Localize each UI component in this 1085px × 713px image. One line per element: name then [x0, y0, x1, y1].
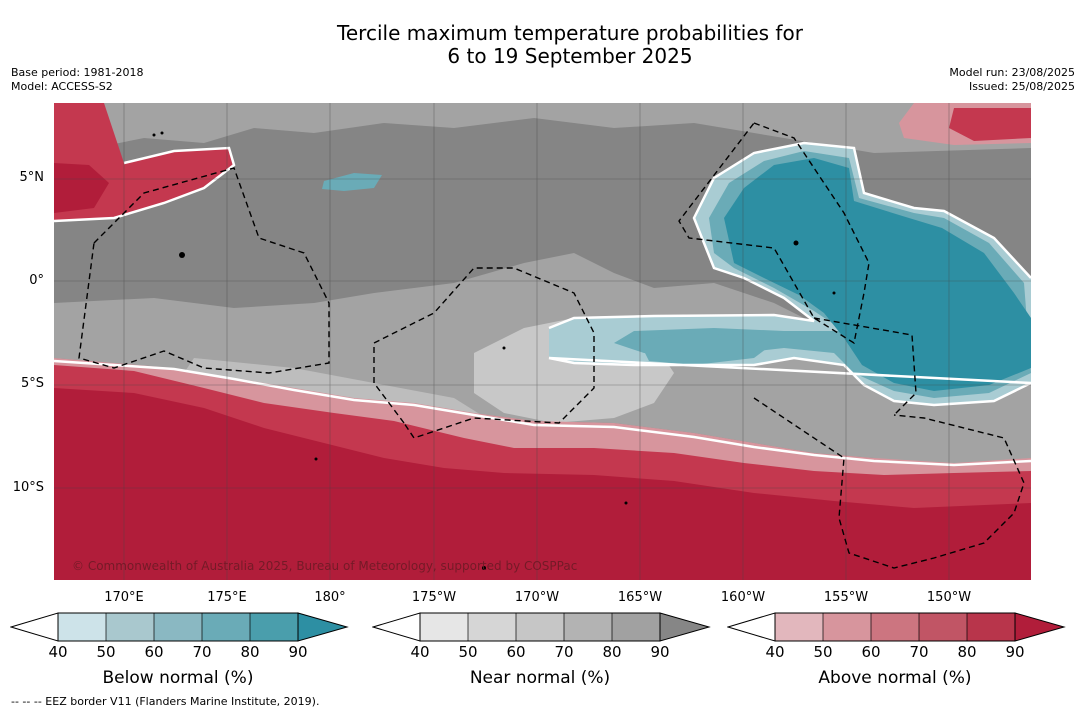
- contour-north-west: [54, 146, 236, 223]
- eez-border-southeast: [753, 397, 1025, 569]
- near-tick-50: 50: [458, 643, 478, 661]
- colorbar-near-over-arrow: [659, 612, 711, 642]
- meta-right: Model run: 23/08/2025 Issued: 25/08/2025: [949, 66, 1075, 94]
- above-normal-ne-mid: [949, 108, 1031, 141]
- lon-label-175e: 175°E: [207, 590, 247, 605]
- colorbar-below-bin-80: [250, 613, 298, 641]
- above-tick-90: 90: [1005, 643, 1025, 661]
- model-name: Model: ACCESS-S2: [11, 80, 113, 93]
- below-normal-west-patch: [639, 333, 774, 365]
- colorbar-below-bin-50: [106, 613, 154, 641]
- colorbar-near-under-arrow: [372, 612, 421, 642]
- below-tick-80: 80: [240, 643, 260, 661]
- below-normal-label: Below normal (%): [102, 668, 254, 688]
- lat-label-5s: 5°S: [20, 376, 44, 391]
- contour-south: [54, 359, 1031, 467]
- eez-borders: [78, 122, 1025, 569]
- colorbar-near-bin-80: [612, 613, 660, 641]
- above-tick-80: 80: [957, 643, 977, 661]
- lat-label-0: 0°: [29, 273, 44, 288]
- below-tick-50: 50: [96, 643, 116, 661]
- colorbar-below-bin-70: [202, 613, 250, 641]
- near-tick-80: 80: [602, 643, 622, 661]
- colorbar-below-over-arrow: [297, 612, 349, 642]
- lon-label-160w: 160°W: [720, 590, 766, 605]
- colorbar-above-normal: [727, 612, 1066, 642]
- lon-label-180: 180°: [314, 590, 346, 605]
- eez-border-east: [678, 122, 917, 416]
- near-tick-40: 40: [410, 643, 430, 661]
- colorbar-above-bin-80: [967, 613, 1015, 641]
- base-period: Base period: 1981-2018: [11, 66, 144, 79]
- title-line-2: 6 to 19 September 2025: [447, 44, 693, 68]
- colorbar-near-bin-50: [468, 613, 516, 641]
- colorbar-near-bin-40: [420, 613, 468, 641]
- near-tick-70: 70: [554, 643, 574, 661]
- near-normal-light-north: [54, 103, 1031, 153]
- colorbar-above-bin-40: [775, 613, 823, 641]
- lon-label-170w: 170°W: [514, 590, 560, 605]
- above-tick-60: 60: [861, 643, 881, 661]
- eez-footnote: -- -- -- EEZ border V11 (Flanders Marine…: [11, 695, 320, 708]
- colorbar-below-bin-60: [154, 613, 202, 641]
- colorbar-near-normal: [372, 612, 711, 642]
- title-line-1: Tercile maximum temperature probabilitie…: [337, 21, 803, 45]
- lon-label-165w: 165°W: [617, 590, 663, 605]
- colorbar-above-over-arrow: [1014, 612, 1066, 642]
- colorbar-near-bin-60: [516, 613, 564, 641]
- below-normal-east-strong: [724, 158, 1031, 391]
- colorbar-above-bin-60: [871, 613, 919, 641]
- colorbar-below-under-arrow: [10, 612, 59, 642]
- probability-map[interactable]: [54, 103, 1031, 580]
- chart-title: Tercile maximum temperature probabilitie…: [0, 22, 1085, 68]
- colorbar-below-bin-40: [58, 613, 106, 641]
- eez-border-west: [78, 167, 330, 374]
- lat-label-5n: 5°N: [19, 170, 45, 185]
- colorbar-below-normal: [10, 612, 349, 642]
- meta-left: Base period: 1981-2018 Model: ACCESS-S2: [11, 66, 143, 94]
- near-tick-90: 90: [650, 643, 670, 661]
- colorbar-above-under-arrow: [727, 612, 776, 642]
- colorbar-near-bin-70: [564, 613, 612, 641]
- below-tick-60: 60: [144, 643, 164, 661]
- above-normal-label: Above normal (%): [818, 668, 972, 688]
- islands: [152, 131, 836, 570]
- above-tick-50: 50: [813, 643, 833, 661]
- below-tick-90: 90: [288, 643, 308, 661]
- near-normal-label: Near normal (%): [469, 668, 611, 688]
- below-tick-70: 70: [192, 643, 212, 661]
- below-normal-small-island: [322, 173, 382, 191]
- lon-label-175w: 175°W: [411, 590, 457, 605]
- lon-label-150w: 150°W: [926, 590, 972, 605]
- contour-east: [548, 141, 1031, 407]
- model-run: Model run: 23/08/2025: [949, 66, 1075, 79]
- issued-date: Issued: 25/08/2025: [968, 80, 1075, 93]
- near-tick-60: 60: [506, 643, 526, 661]
- colorbar-above-bin-70: [919, 613, 967, 641]
- eez-border-central: [373, 267, 595, 439]
- below-tick-40: 40: [48, 643, 68, 661]
- above-tick-70: 70: [909, 643, 929, 661]
- colorbar-above-bin-50: [823, 613, 871, 641]
- copyright-notice: © Commonwealth of Australia 2025, Bureau…: [72, 559, 578, 573]
- graticule: [54, 103, 1031, 580]
- lat-label-10s: 10°S: [12, 480, 44, 495]
- lon-label-170e: 170°E: [104, 590, 144, 605]
- lon-label-155w: 155°W: [823, 590, 869, 605]
- above-normal-nw-strong: [54, 163, 109, 213]
- above-normal-south-strong: [54, 388, 1031, 580]
- above-tick-40: 40: [765, 643, 785, 661]
